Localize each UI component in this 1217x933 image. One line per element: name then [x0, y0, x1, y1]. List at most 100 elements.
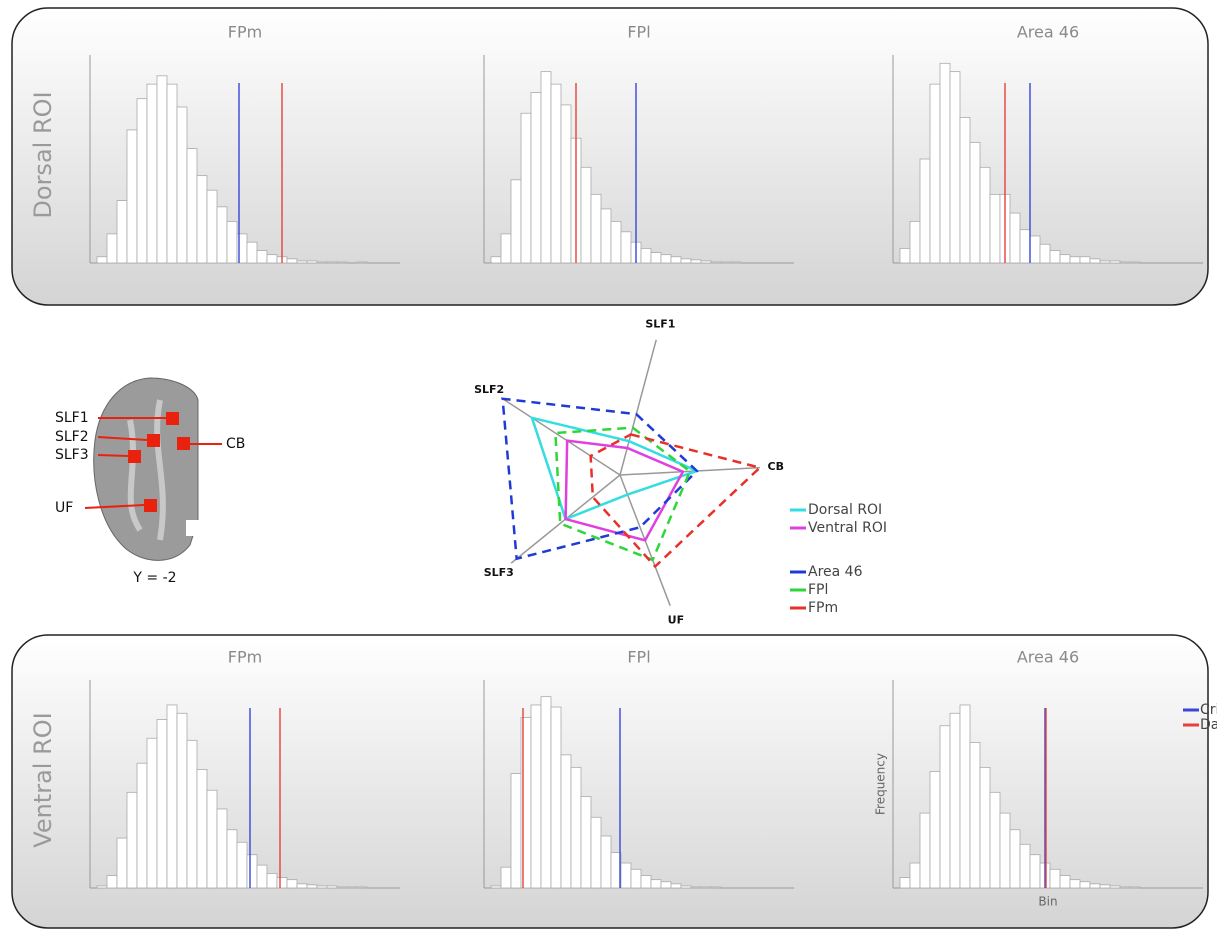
bar [1090, 884, 1100, 888]
bar [1030, 855, 1040, 888]
bar [237, 842, 247, 888]
legend-label: Ventral ROI [808, 520, 887, 536]
bar [950, 72, 960, 263]
bar [1130, 262, 1140, 263]
bar [1060, 255, 1070, 263]
bar [910, 863, 920, 888]
bar [930, 84, 940, 263]
chart-title: FPm [228, 23, 262, 42]
bar [731, 262, 741, 263]
legend-label: FPm [808, 600, 838, 616]
bar [1020, 230, 1030, 263]
brain-caption: Y = -2 [132, 570, 176, 586]
bar [227, 221, 237, 263]
bar [177, 107, 187, 263]
bar [541, 72, 551, 263]
bar [317, 262, 327, 263]
bar [970, 742, 980, 888]
bar [247, 242, 257, 263]
bar [147, 738, 157, 888]
bar [1070, 880, 1080, 888]
bar [227, 830, 237, 888]
bar [207, 190, 217, 263]
bar [267, 255, 277, 263]
radar-axis-label: CB [768, 460, 784, 473]
bar [217, 207, 227, 263]
bar [960, 705, 970, 888]
bar [671, 884, 681, 888]
chart-title: FPl [627, 648, 650, 667]
bar [621, 863, 631, 888]
bar [501, 234, 511, 263]
bar [97, 886, 107, 888]
bar [601, 209, 611, 263]
bar [287, 259, 297, 263]
bar [721, 262, 731, 263]
bar [287, 880, 297, 888]
bar [910, 221, 920, 263]
radar-axis-label: UF [668, 614, 684, 627]
legend-label: Area 46 [808, 564, 863, 580]
bar [511, 774, 521, 888]
bar [571, 767, 581, 888]
bar [1000, 813, 1010, 888]
bar [127, 130, 137, 263]
radar-series [566, 441, 683, 541]
bar [257, 865, 267, 888]
bar [551, 84, 561, 263]
bar [1010, 830, 1020, 888]
figure: Dorsal ROI Ventral ROI SLF1 SLF2 SLF3 UF… [0, 0, 1217, 933]
bar [970, 142, 980, 263]
bar [581, 167, 591, 263]
radar-axis-label: SLF3 [484, 566, 514, 579]
brain-label: SLF1 [55, 410, 89, 426]
bar [327, 262, 337, 263]
brain-label: SLF3 [55, 447, 89, 463]
bar [327, 886, 337, 888]
bar [257, 251, 267, 263]
bar [1060, 876, 1070, 888]
bar [621, 232, 631, 263]
bar [661, 255, 671, 263]
bar [691, 260, 701, 263]
y-axis-label: Frequency [874, 753, 888, 815]
brain-label: SLF2 [55, 429, 89, 445]
bar [157, 720, 167, 888]
bar [1020, 844, 1030, 888]
bar [920, 813, 930, 888]
bar [661, 882, 671, 888]
bar [551, 707, 561, 888]
radar-series [503, 399, 697, 559]
bar [1050, 869, 1060, 888]
bar [631, 869, 641, 888]
bar [940, 726, 950, 888]
radar-axis-label: SLF2 [474, 383, 504, 396]
bar [157, 76, 167, 263]
bar [107, 234, 117, 263]
bar [980, 167, 990, 263]
bar [277, 878, 287, 888]
legend-label: Criterion [1200, 702, 1217, 718]
bar [641, 876, 651, 888]
bar [521, 113, 531, 263]
bar [671, 257, 681, 263]
bar [1100, 261, 1110, 263]
bar [117, 838, 127, 888]
bar [1040, 244, 1050, 263]
brain-label: CB [226, 436, 245, 452]
bar [651, 880, 661, 888]
bar [117, 201, 127, 263]
bar [531, 92, 541, 263]
bar [711, 887, 721, 888]
bar [297, 261, 307, 263]
bar [167, 705, 177, 888]
bar [711, 262, 721, 263]
legend-label: Data [1200, 717, 1217, 733]
bar [247, 855, 257, 888]
bar [127, 792, 137, 888]
bar [1030, 236, 1040, 263]
bar [900, 878, 910, 888]
bar [611, 221, 621, 263]
radar-axis [620, 340, 656, 475]
legend-label: FPl [808, 582, 828, 598]
